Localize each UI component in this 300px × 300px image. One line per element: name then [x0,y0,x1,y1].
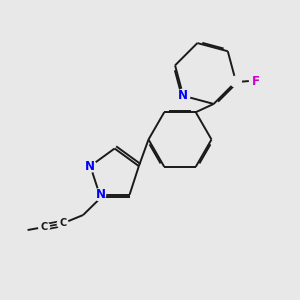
Text: N: N [178,89,188,102]
Text: C: C [40,222,48,232]
Circle shape [39,222,50,232]
Text: N: N [84,160,94,172]
Circle shape [230,76,241,87]
Circle shape [84,160,96,172]
Text: N: N [95,188,106,201]
Circle shape [57,218,68,229]
Text: C: C [59,218,66,228]
Circle shape [177,89,190,102]
Text: F: F [252,75,260,88]
Circle shape [94,189,106,201]
